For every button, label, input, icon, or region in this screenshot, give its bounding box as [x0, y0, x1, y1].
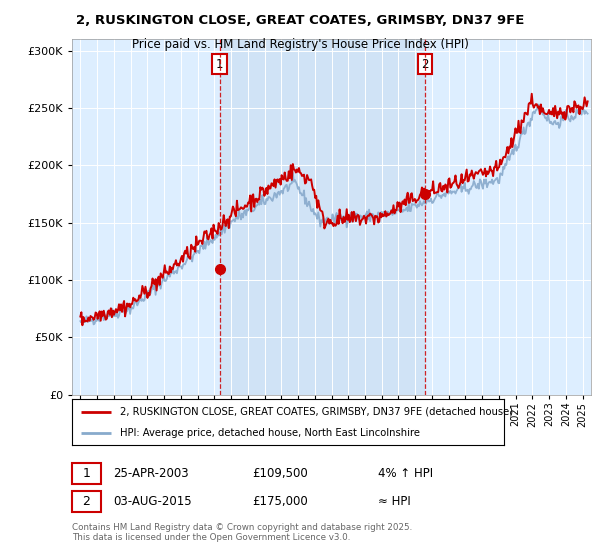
- Text: ≈ HPI: ≈ HPI: [378, 494, 411, 508]
- Text: 4% ↑ HPI: 4% ↑ HPI: [378, 466, 433, 480]
- Text: 03-AUG-2015: 03-AUG-2015: [113, 494, 191, 508]
- Text: £175,000: £175,000: [252, 494, 308, 508]
- Text: 1: 1: [216, 58, 223, 71]
- Text: 2: 2: [82, 494, 91, 508]
- Text: Contains HM Land Registry data © Crown copyright and database right 2025.
This d: Contains HM Land Registry data © Crown c…: [72, 522, 412, 542]
- Text: £109,500: £109,500: [252, 466, 308, 480]
- Text: 1: 1: [82, 466, 91, 480]
- Text: 2, RUSKINGTON CLOSE, GREAT COATES, GRIMSBY, DN37 9FE (detached house): 2, RUSKINGTON CLOSE, GREAT COATES, GRIMS…: [119, 407, 512, 417]
- Bar: [220, 39, 425, 395]
- Text: 2: 2: [421, 58, 429, 71]
- Text: 25-APR-2003: 25-APR-2003: [113, 466, 188, 480]
- Text: HPI: Average price, detached house, North East Lincolnshire: HPI: Average price, detached house, Nort…: [119, 428, 419, 438]
- Text: Price paid vs. HM Land Registry's House Price Index (HPI): Price paid vs. HM Land Registry's House …: [131, 38, 469, 50]
- Text: 2, RUSKINGTON CLOSE, GREAT COATES, GRIMSBY, DN37 9FE: 2, RUSKINGTON CLOSE, GREAT COATES, GRIMS…: [76, 14, 524, 27]
